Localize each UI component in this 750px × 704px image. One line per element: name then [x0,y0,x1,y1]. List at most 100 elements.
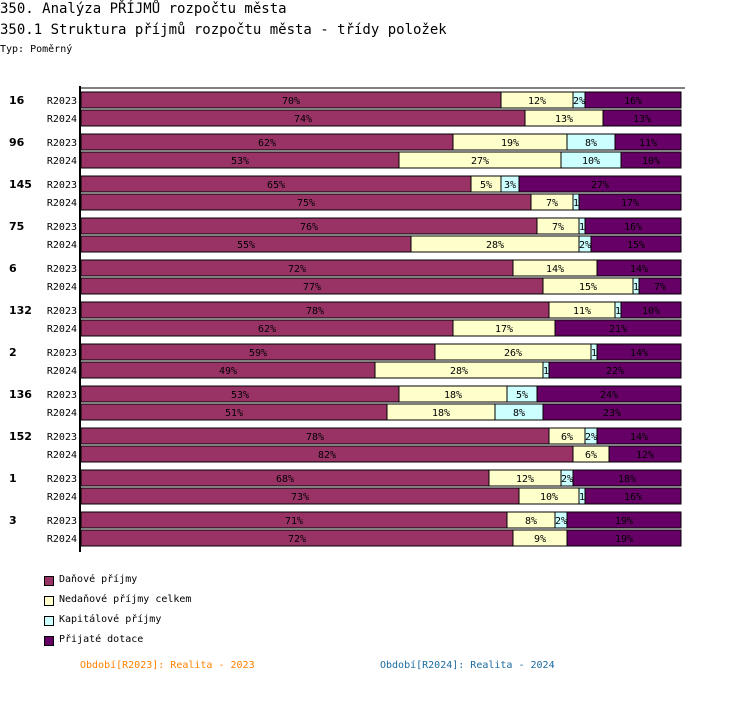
row-label: R2024 [47,240,77,251]
row-label: R2023 [47,264,77,275]
data-label: 1 [573,198,579,209]
bar-segment [620,151,682,169]
group-label: 96 [9,136,25,149]
data-label: 1 [543,366,549,377]
data-label: 22% [606,366,624,377]
data-label: 5% [516,390,528,401]
data-label: 10% [642,156,660,167]
bar-segment [614,133,682,151]
data-label: 59% [249,348,267,359]
bar-segment [602,109,682,127]
data-label: 8% [513,408,525,419]
legend-swatch-dotace [44,636,54,646]
data-label: 27% [591,180,609,191]
bar-segment [566,511,682,529]
bar-segment [596,259,682,277]
row-label: R2024 [47,198,77,209]
data-label: 71% [285,516,303,527]
data-label: 77% [303,282,321,293]
row-label: R2024 [47,282,77,293]
data-label: 14% [546,264,564,275]
row-label: R2024 [47,534,77,545]
bar-segment [596,343,682,361]
data-label: 16% [624,492,642,503]
bar-segment [542,403,682,421]
data-label: 68% [276,474,294,485]
legend-label: Nedaňové příjmy celkem [59,594,192,605]
data-label: 2% [579,240,591,251]
data-label: 24% [600,390,618,401]
data-label: 19% [615,534,633,545]
legend-label: Přijaté dotace [59,634,144,645]
data-label: 2% [555,516,567,527]
data-label: 14% [630,432,648,443]
group-label: 3 [9,514,17,527]
data-label: 23% [603,408,621,419]
data-label: 14% [630,264,648,275]
data-label: 72% [288,264,306,275]
group-label: 2 [9,346,17,359]
data-label: 26% [504,348,522,359]
data-label: 17% [495,324,513,335]
row-label: R2024 [47,492,77,503]
data-label: 8% [585,138,597,149]
bar-segment [584,91,682,109]
data-label: 70% [282,96,300,107]
data-label: 8% [525,516,537,527]
row-label: R2023 [47,180,77,191]
period-label-r2024: Období[R2024]: Realita - 2024 [380,660,555,671]
data-label: 3% [504,180,516,191]
row-label: R2023 [47,474,77,485]
row-label: R2023 [47,306,77,317]
row-label: R2023 [47,348,77,359]
data-label: 1 [615,306,621,317]
data-label: 76% [300,222,318,233]
stacked-bar-chart: 16 R2023 70% 12% 2% 16%R2024 74% 13% 13%96 R2023 6… [9,86,685,552]
legend-swatch-kapitalove [44,616,54,626]
data-label: 14% [630,348,648,359]
row-label: R2024 [47,114,77,125]
data-label: 16% [624,222,642,233]
bar-segment [584,217,682,235]
bar-segment [554,319,682,337]
chart-title: 350.1 Struktura příjmů rozpočtu města - … [0,22,447,38]
legend-label: Kapitálové příjmy [59,614,162,625]
group-label: 1 [9,472,17,485]
bar-segment [584,487,682,505]
data-label: 82% [318,450,336,461]
data-label: 12% [636,450,654,461]
data-label: 1 [579,492,585,503]
data-label: 1 [591,348,597,359]
data-label: 51% [225,408,243,419]
data-label: 49% [219,366,237,377]
data-label: 11% [639,138,657,149]
data-label: 16% [624,96,642,107]
row-label: R2024 [47,324,77,335]
data-label: 10% [540,492,558,503]
data-label: 74% [294,114,312,125]
data-label: 18% [444,390,462,401]
row-label: R2024 [47,366,77,377]
data-label: 7% [552,222,564,233]
data-label: 7% [546,198,558,209]
bar-segment [578,193,682,211]
data-label: 21% [609,324,627,335]
group-label: 132 [9,304,32,317]
period-label-r2023: Období[R2023]: Realita - 2023 [80,660,255,671]
row-label: R2024 [47,156,77,167]
data-label: 1 [633,282,639,293]
data-label: 15% [579,282,597,293]
data-label: 53% [231,390,249,401]
group-label: 152 [9,430,32,443]
bar-segment [590,235,682,253]
data-label: 12% [528,96,546,107]
data-label: 28% [486,240,504,251]
bar-segment [638,277,682,295]
data-label: 11% [573,306,591,317]
data-label: 10% [582,156,600,167]
group-label: 6 [9,262,17,275]
bar-segment [620,301,682,319]
data-label: 17% [621,198,639,209]
data-label: 1 [579,222,585,233]
data-label: 2% [573,96,585,107]
